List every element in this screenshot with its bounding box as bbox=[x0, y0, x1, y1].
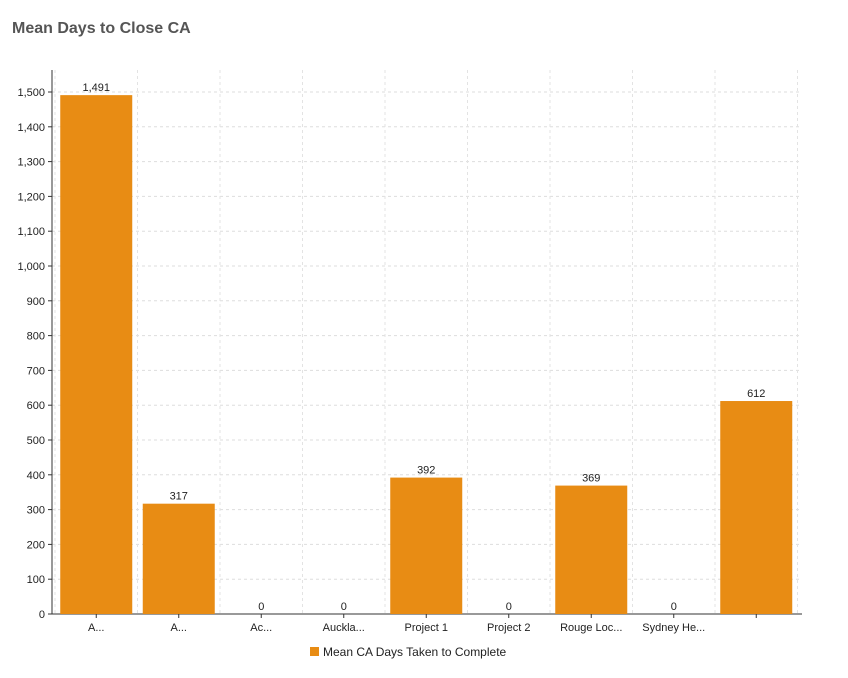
y-tick-label: 700 bbox=[27, 365, 45, 377]
x-tick-label: Project 2 bbox=[487, 622, 530, 634]
x-tick-label: Ac... bbox=[250, 622, 272, 634]
bar-value-label: 0 bbox=[506, 601, 512, 613]
bar-value-label: 0 bbox=[258, 601, 264, 613]
bar-value-label: 612 bbox=[747, 388, 765, 400]
legend-label[interactable]: Mean CA Days Taken to Complete bbox=[323, 645, 507, 659]
x-tick-label: A... bbox=[170, 622, 187, 634]
legend-swatch bbox=[310, 647, 319, 656]
bar-value-label: 0 bbox=[671, 601, 677, 613]
y-tick-label: 1,300 bbox=[17, 157, 45, 169]
bar[interactable] bbox=[555, 485, 628, 614]
y-tick-label: 300 bbox=[27, 505, 45, 517]
y-tick-label: 400 bbox=[27, 470, 45, 482]
bar[interactable] bbox=[142, 503, 215, 614]
bar[interactable] bbox=[60, 95, 133, 614]
x-axis-labels: A... A... Ac... Auckla... Project 1 Project 2… bbox=[88, 614, 757, 634]
y-tick-label: 100 bbox=[27, 574, 45, 586]
bar-value-label: 0 bbox=[341, 601, 347, 613]
x-tick-label: Auckla... bbox=[323, 622, 365, 634]
x-tick-label: Rouge Loc... bbox=[560, 622, 622, 634]
y-axis-ticks: 0 100 200 300 400 500 600 700 800 900 1,000 1,100 1,… bbox=[17, 87, 52, 621]
y-tick-label: 1,500 bbox=[17, 87, 45, 99]
bar-value-label: 1,491 bbox=[82, 82, 110, 94]
bar[interactable] bbox=[720, 401, 793, 614]
bar[interactable] bbox=[390, 477, 463, 614]
y-tick-label: 1,000 bbox=[17, 261, 45, 273]
bar-value-label: 392 bbox=[417, 465, 435, 477]
y-tick-label: 1,100 bbox=[17, 226, 45, 238]
y-tick-label: 900 bbox=[27, 296, 45, 308]
chart-title: Mean Days to Close CA bbox=[12, 20, 191, 37]
bar-value-label: 317 bbox=[170, 491, 188, 503]
y-tick-label: 800 bbox=[27, 331, 45, 343]
bar-value-label: 369 bbox=[582, 473, 600, 485]
x-tick-label: A... bbox=[88, 622, 105, 634]
y-tick-label: 200 bbox=[27, 539, 45, 551]
y-tick-label: 1,200 bbox=[17, 191, 45, 203]
x-tick-label: Sydney He... bbox=[642, 622, 705, 634]
legend[interactable]: Mean CA Days Taken to Complete bbox=[310, 645, 507, 659]
bars: 1,491 317 0 0 392 0 369 0 612 bbox=[60, 82, 793, 614]
x-tick-label: Project 1 bbox=[405, 622, 448, 634]
y-tick-label: 1,400 bbox=[17, 122, 45, 134]
y-tick-label: 0 bbox=[39, 609, 45, 621]
y-tick-label: 500 bbox=[27, 435, 45, 447]
y-tick-label: 600 bbox=[27, 400, 45, 412]
